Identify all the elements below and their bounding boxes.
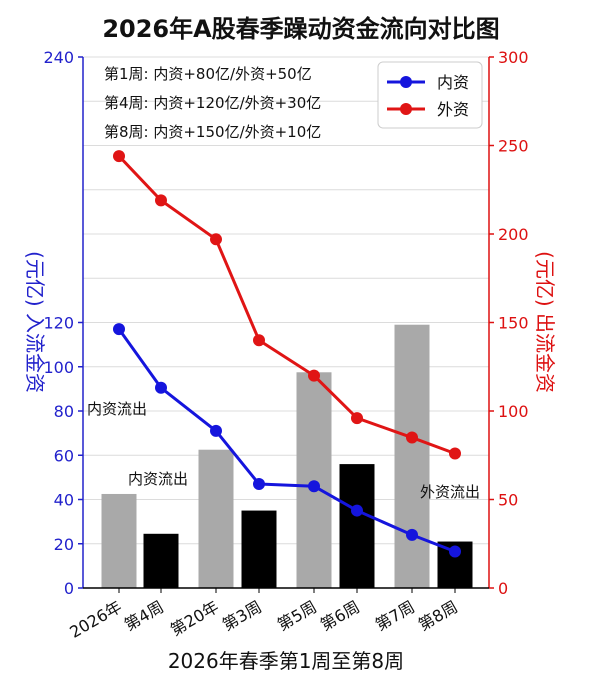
right-tick-label-2: 100 [498,402,529,421]
left-tick-label-12: 240 [43,48,74,67]
x-tick-label-1: 第4周 [121,597,167,635]
x-axis-label: 2026年春季第1周至第8周 [168,649,404,673]
bar-note-1: 内资流出 [87,400,147,418]
right-tick-label-0: 0 [498,579,508,598]
bar-note-3: 外资流出 [420,483,480,501]
bar-gray-4 [394,324,430,588]
point-foreign-5 [308,369,320,382]
right-tick-label-3: 150 [498,314,529,333]
line-series [113,150,461,558]
right-tick-label-5: 250 [498,137,529,156]
point-foreign-1 [113,150,125,163]
line-domestic [117,328,456,553]
x-tick-label-4: 第5周 [274,597,320,635]
bar-notes: 内资流出 内资流出 外资流出 [87,400,480,501]
week-note-1: 第1周: 内资+80亿/外资+50亿 [104,65,312,83]
point-foreign-8 [449,447,461,460]
x-tick-label-5: 第6周 [317,597,363,635]
week-notes: 第1周: 内资+80亿/外资+50亿 第4周: 内资+120亿/外资+30亿 第… [104,65,321,141]
point-foreign-4 [253,334,265,347]
point-domestic-1 [113,323,125,336]
bar-gray-3 [296,372,332,588]
bar-black-1 [143,533,179,588]
point-domestic-4 [253,478,265,491]
bar-note-2: 内资流出 [128,470,188,488]
legend: 内资 外资 [377,61,483,129]
bar-gray-2 [198,449,234,588]
bar-gray-1 [101,493,137,588]
legend-marker-domestic [400,76,412,88]
chart-title: 2026年A股春季躁动资金流向对比图 [102,15,499,43]
legend-marker-foreign [400,103,412,115]
point-domestic-8 [449,545,461,558]
right-tick-label-6: 300 [498,48,529,67]
gridlines [83,56,489,545]
left-tick-label-3: 60 [54,446,74,465]
right-tick-label-1: 50 [498,491,518,510]
left-tick-label-1: 20 [54,535,74,554]
point-domestic-2 [155,381,167,394]
x-tick-label-2: 第20年 [167,597,222,640]
left-axis-label: (元亿) 入流金资 [23,251,47,393]
bar-series [101,324,473,588]
right-axis-label: (元亿) 出流金资 [533,251,557,393]
x-tick-label-6: 第7周 [372,597,418,635]
week-note-8: 第8周: 内资+150亿/外资+10亿 [104,123,321,141]
point-domestic-6 [351,504,363,517]
x-tick-label-0: 2026年 [66,597,125,642]
bar-black-3 [339,464,375,588]
point-domestic-3 [210,424,222,437]
left-tick-label-2: 40 [54,491,74,510]
x-tick-label-3: 第3周 [219,597,265,635]
point-foreign-7 [406,431,418,444]
week-note-4: 第4周: 内资+120亿/外资+30亿 [104,94,321,112]
left-tick-label-0: 0 [64,579,74,598]
right-tick-label-4: 200 [498,225,529,244]
legend-label-domestic: 内资 [437,73,469,92]
point-foreign-2 [155,194,167,207]
bar-black-2 [241,510,277,588]
left-tick-label-5: 100 [43,358,74,377]
point-domestic-5 [308,480,320,493]
point-domestic-7 [406,528,418,541]
line-foreign [117,155,456,455]
x-tick-label-7: 第8周 [415,597,461,635]
legend-label-foreign: 外资 [437,100,469,119]
point-foreign-3 [210,233,222,246]
left-tick-label-6: 120 [43,314,74,333]
left-tick-label-4: 80 [54,402,74,421]
point-foreign-6 [351,412,363,425]
